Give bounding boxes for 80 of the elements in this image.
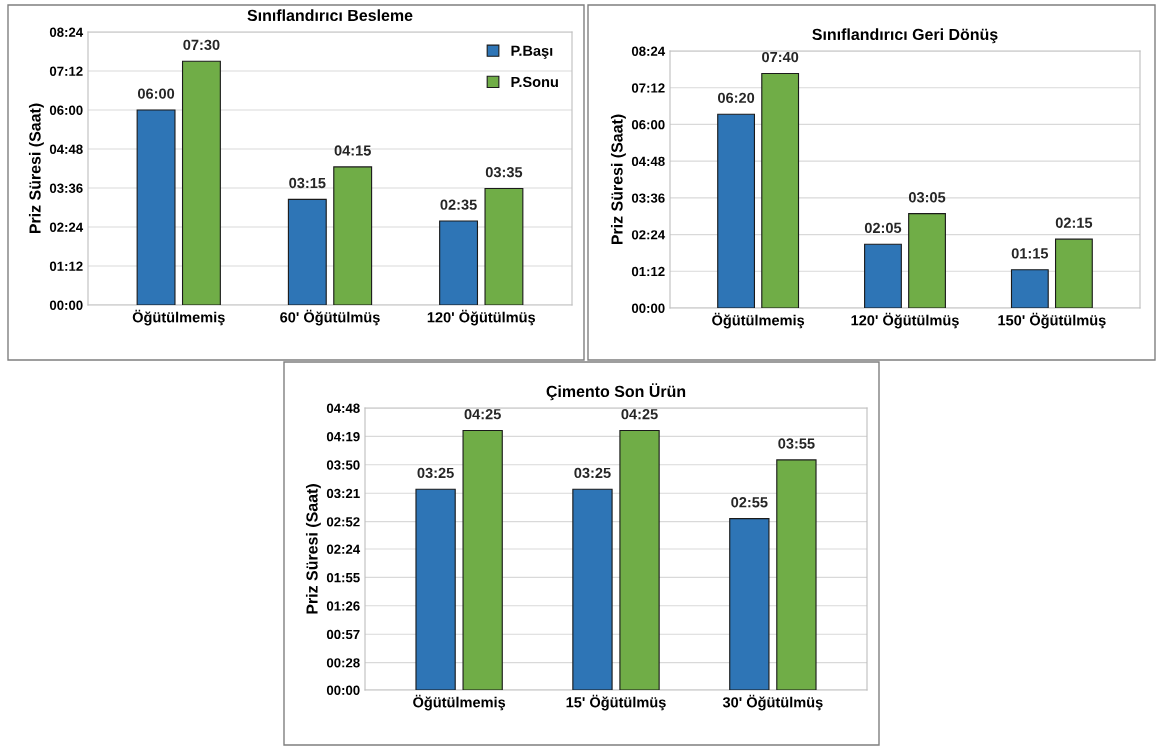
chart-title: Çimento Son Ürün	[546, 383, 686, 401]
data-label: 03:55	[778, 438, 815, 449]
y-tick-label: 02:24	[631, 230, 666, 240]
bar	[415, 488, 456, 690]
data-label: 04:25	[621, 408, 658, 420]
data-label: 03:25	[574, 467, 611, 479]
y-tick-label: 01:55	[326, 572, 360, 583]
bar	[287, 198, 327, 305]
y-axis-title: Priz Süresi (Saat)	[28, 103, 44, 234]
bar	[864, 243, 902, 308]
bar	[136, 109, 176, 305]
y-tick-label: 04:19	[326, 431, 360, 442]
bar	[462, 429, 503, 690]
y-tick-label: 03:36	[49, 183, 83, 193]
y-tick-label: 06:00	[49, 105, 83, 115]
x-tick-label: Öğütülmemiş	[413, 694, 506, 711]
y-tick-label: 08:24	[49, 27, 84, 37]
y-tick-label: 04:48	[49, 144, 83, 154]
data-label: 03:25	[417, 467, 454, 479]
data-label: 06:20	[718, 92, 755, 104]
y-tick-label: 04:48	[631, 156, 665, 167]
y-axis-title: Priz Süresi (Saat)	[610, 114, 626, 245]
y-tick-label: 00:28	[326, 658, 360, 668]
data-label: 04:15	[334, 145, 371, 156]
y-tick-label: 00:00	[631, 303, 665, 313]
y-tick-label: 00:57	[326, 629, 360, 640]
bar	[776, 459, 817, 690]
bar	[572, 488, 613, 690]
bar	[761, 72, 800, 308]
data-label: 01:15	[1011, 248, 1049, 259]
bar	[484, 187, 524, 305]
data-label: 03:05	[908, 192, 946, 203]
bar	[1010, 269, 1049, 308]
data-label: 02:05	[864, 222, 902, 234]
bar	[333, 166, 373, 305]
y-tick-label: 02:52	[326, 517, 360, 527]
y-tick-label: 03:50	[326, 460, 360, 470]
bar	[717, 113, 756, 308]
data-label: 06:00	[137, 88, 175, 99]
y-tick-label: 00:00	[49, 300, 83, 310]
y-tick-label: 02:24	[49, 222, 84, 232]
x-tick-label: 15' Öğütülmüş	[566, 694, 666, 711]
bar	[619, 429, 660, 690]
bar	[908, 213, 946, 308]
x-tick-label: 150' Öğütülmüş	[998, 312, 1106, 329]
y-tick-label: 00:00	[326, 685, 360, 695]
y-tick-label: 07:12	[49, 66, 83, 76]
y-tick-label: 01:26	[326, 601, 360, 611]
bar	[181, 60, 221, 305]
y-tick-label: 08:24	[631, 46, 666, 56]
x-tick-label: 120' Öğütülmüş	[427, 309, 536, 326]
x-tick-label: 120' Öğütülmüş	[851, 312, 959, 329]
legend-label: P.Sonu	[511, 76, 558, 88]
y-axis-title: Priz Süresi (Saat)	[305, 484, 321, 614]
data-label: 04:25	[464, 408, 501, 420]
data-label: 02:55	[731, 497, 768, 508]
x-tick-label: 60' Öğütülmüş	[280, 309, 380, 326]
bar	[729, 518, 770, 690]
chart-title: Sınıflandırıcı Besleme	[247, 9, 413, 22]
x-tick-label: 30' Öğütülmüş	[722, 694, 823, 711]
y-tick-label: 04:48	[326, 403, 360, 413]
y-tick-label: 06:00	[631, 120, 665, 130]
data-label: 07:40	[762, 51, 799, 63]
bar	[1054, 238, 1093, 308]
data-label: 03:15	[289, 177, 326, 189]
data-label: 03:35	[485, 167, 523, 178]
y-tick-label: 01:12	[49, 261, 83, 271]
chart-title: Sınıflandırıcı Geri Dönüş	[812, 28, 998, 44]
y-tick-label: 01:12	[631, 266, 665, 277]
x-tick-label: Öğütülmemiş	[712, 312, 805, 329]
data-label: 07:30	[183, 39, 220, 51]
bar	[439, 220, 479, 305]
y-tick-label: 07:12	[631, 83, 665, 93]
legend-label: P.Başı	[511, 45, 553, 59]
data-label: 02:35	[440, 199, 477, 210]
x-tick-label: Öğütülmemiş	[132, 309, 225, 326]
y-tick-label: 03:21	[326, 488, 360, 499]
y-tick-label: 03:36	[631, 193, 665, 203]
y-tick-label: 02:24	[326, 544, 361, 554]
data-label: 02:15	[1055, 217, 1093, 228]
